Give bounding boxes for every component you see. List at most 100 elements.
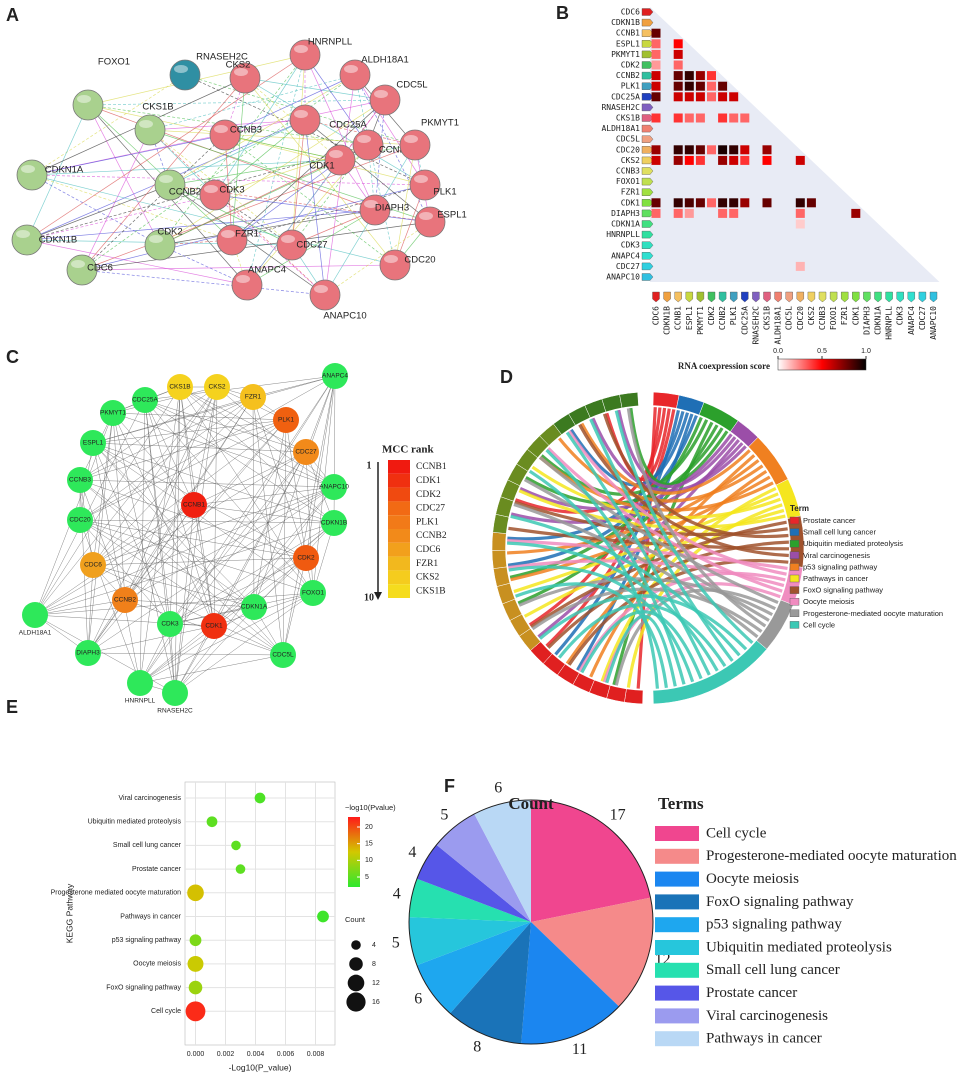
rank-gene: CDK2 — [416, 490, 441, 500]
edge — [144, 399, 195, 506]
edge — [92, 442, 255, 608]
row-tag — [641, 8, 654, 16]
node-label: FZR1 — [235, 229, 259, 240]
chord — [528, 469, 660, 689]
node-highlight — [294, 110, 308, 118]
panel-label: C — [6, 347, 19, 367]
edge — [244, 77, 386, 101]
heatmap-cell — [651, 198, 661, 208]
row-label: ALDH18A1 — [601, 124, 640, 133]
col-label: CDK1 — [851, 306, 860, 325]
edge — [149, 129, 326, 296]
node — [216, 224, 248, 256]
heatmap-cell — [684, 155, 694, 165]
y-tick-label: Prostate cancer — [132, 866, 182, 873]
node-label: FZR1 — [245, 394, 262, 401]
rank-swatch — [388, 515, 410, 529]
edge — [31, 159, 341, 176]
node-highlight — [294, 45, 308, 53]
x-tick-label: 0.000 — [187, 1051, 205, 1058]
node — [167, 374, 193, 400]
node-label: ANAPC10 — [323, 311, 366, 322]
chord — [518, 489, 786, 530]
legend-label: Oocyte meiosis — [803, 597, 855, 606]
heatmap-cell — [795, 219, 805, 229]
data-label: 5 — [440, 807, 448, 824]
edge — [224, 134, 233, 241]
edge — [324, 74, 356, 296]
y-tick-label: FoxO signaling pathway — [106, 984, 181, 991]
edge — [214, 54, 306, 196]
rank-gene: CKS2 — [416, 573, 439, 583]
node-label: DIAPH3 — [76, 650, 100, 657]
col-label: FOXO1 — [829, 306, 838, 330]
col-tag — [774, 291, 782, 303]
node-label: RNASEH2C — [157, 708, 193, 715]
col-tag — [763, 291, 771, 303]
rank-gene: FZR1 — [416, 559, 438, 569]
rank-swatch — [388, 556, 410, 571]
size-legend-label: 4 — [372, 942, 376, 949]
panel-label: D — [500, 367, 513, 387]
legend-swatch — [789, 598, 800, 606]
chord — [538, 594, 748, 651]
heatmap-cell — [673, 198, 683, 208]
col-tag — [907, 291, 915, 303]
col-tag — [818, 291, 827, 303]
col-label: CDC27 — [918, 306, 927, 330]
row-label: CDC5L — [616, 135, 640, 144]
node — [273, 407, 299, 433]
node-label: CDC6 — [87, 263, 113, 274]
node-label: CDC25A — [329, 120, 367, 131]
chord — [528, 407, 662, 627]
row-tag — [641, 124, 654, 133]
node-highlight — [21, 165, 35, 173]
pie-slice — [436, 813, 531, 922]
chord — [507, 541, 719, 672]
node — [293, 545, 319, 571]
edge — [81, 129, 151, 271]
row-label: ESPL1 — [616, 39, 640, 48]
chord — [513, 502, 759, 639]
rank-end: 10 — [364, 592, 374, 603]
col-label: PLK1 — [729, 306, 738, 325]
pie-slice — [531, 800, 651, 922]
heatmap-background — [650, 7, 940, 282]
col-tag — [852, 291, 860, 303]
edge — [87, 419, 287, 654]
edge — [304, 54, 369, 146]
node — [322, 363, 348, 389]
edge — [31, 134, 226, 176]
pie-slice — [531, 897, 653, 1007]
legend-label: Oocyte meiosis — [706, 871, 799, 887]
node — [134, 114, 166, 146]
edge — [169, 184, 293, 246]
colorbar-label: RNA coexpression score — [678, 361, 770, 371]
heatmap-cell — [707, 71, 716, 81]
heatmap-cell — [729, 145, 739, 155]
edge — [144, 399, 215, 627]
node-label: CCNB1 — [183, 502, 205, 509]
edge — [139, 606, 255, 684]
edge — [112, 386, 218, 414]
node-label: CDKN1A — [45, 165, 84, 176]
heatmap-cell — [707, 198, 716, 208]
rank-swatch — [388, 501, 410, 516]
node — [229, 62, 261, 94]
chord — [523, 508, 785, 618]
node-label: DIAPH3 — [375, 203, 409, 214]
node-highlight — [419, 212, 433, 220]
edge — [112, 412, 215, 627]
node — [169, 59, 201, 91]
col-label: CDK3 — [896, 306, 905, 325]
col-label: CDC25A — [740, 306, 749, 335]
edge — [291, 54, 306, 246]
heatmap-cell — [673, 39, 683, 49]
node-label: CDC6 — [84, 562, 102, 569]
heatmap-cell — [729, 198, 739, 208]
edge — [79, 519, 307, 559]
chord — [525, 427, 724, 506]
legend-swatch — [655, 940, 699, 955]
edge — [144, 399, 176, 694]
node-highlight — [221, 230, 235, 238]
